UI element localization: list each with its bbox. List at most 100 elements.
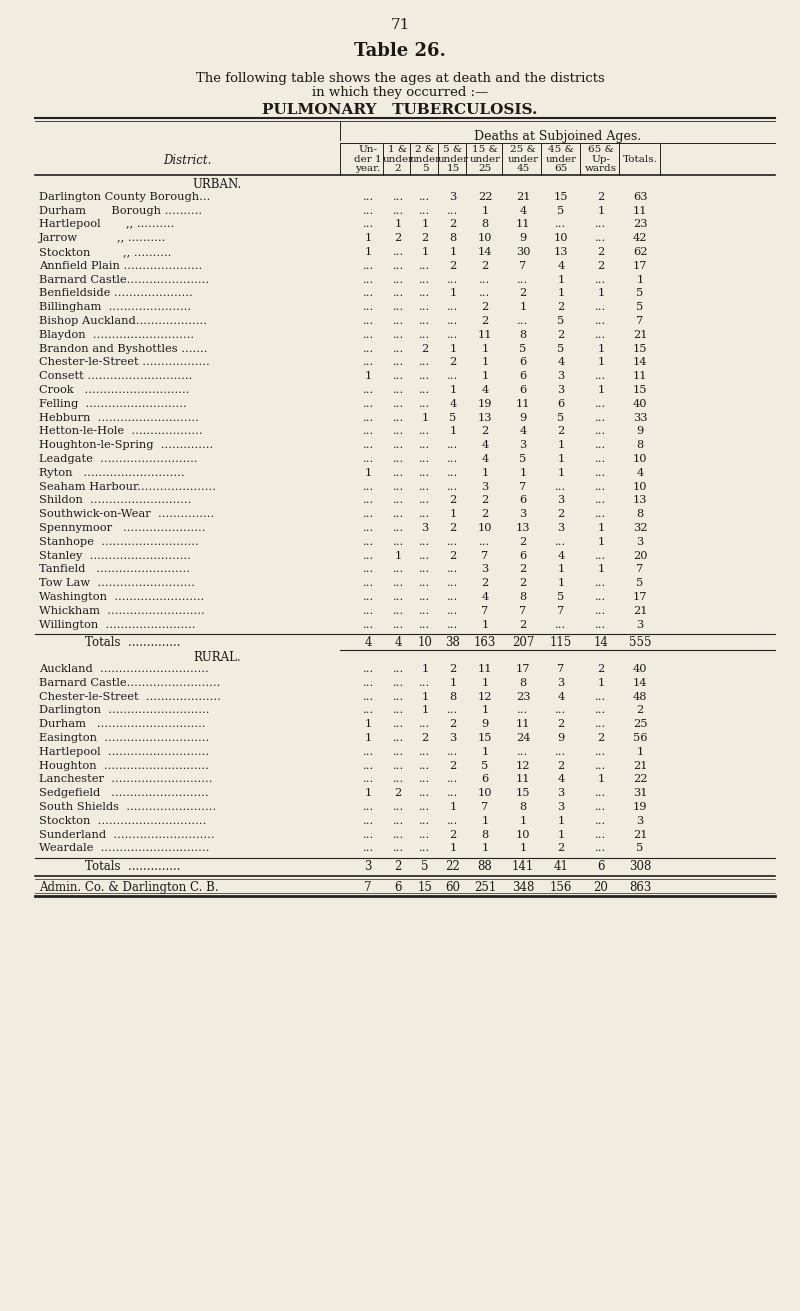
Text: 1: 1 (636, 274, 644, 284)
Text: 1: 1 (598, 536, 605, 547)
Text: 1: 1 (482, 468, 489, 477)
Text: ...: ... (362, 316, 374, 326)
Text: 2: 2 (450, 720, 457, 729)
Text: 5: 5 (558, 593, 565, 602)
Text: 3: 3 (482, 565, 489, 574)
Text: Blaydon  ...........................: Blaydon ........................... (39, 330, 194, 340)
Text: ...: ... (555, 481, 566, 492)
Text: 141: 141 (512, 860, 534, 873)
Text: 12: 12 (478, 692, 492, 701)
Text: 2 &: 2 & (415, 146, 434, 153)
Text: 71: 71 (390, 18, 410, 31)
Text: 7: 7 (482, 802, 489, 812)
Text: 1: 1 (450, 678, 457, 688)
Text: 15: 15 (554, 191, 568, 202)
Text: 308: 308 (629, 860, 651, 873)
Text: 1: 1 (364, 246, 372, 257)
Text: ...: ... (362, 760, 374, 771)
Text: ...: ... (419, 830, 430, 839)
Text: 1: 1 (598, 678, 605, 688)
Text: ...: ... (479, 274, 490, 284)
Text: 5: 5 (519, 454, 526, 464)
Text: Hetton-le-Hole  ...................: Hetton-le-Hole ................... (39, 426, 202, 437)
Text: 15: 15 (446, 164, 460, 173)
Text: 62: 62 (633, 246, 647, 257)
Text: Barnard Castle.........................: Barnard Castle......................... (39, 678, 220, 688)
Text: ...: ... (555, 705, 566, 716)
Text: 19: 19 (633, 802, 647, 812)
Text: 7: 7 (558, 663, 565, 674)
Text: ...: ... (392, 815, 404, 826)
Text: 2: 2 (482, 303, 489, 312)
Text: ...: ... (447, 316, 458, 326)
Text: ...: ... (595, 620, 606, 629)
Text: 14: 14 (594, 636, 609, 649)
Text: ...: ... (362, 509, 374, 519)
Text: ...: ... (595, 692, 606, 701)
Text: ...: ... (392, 358, 404, 367)
Text: 15: 15 (516, 788, 530, 798)
Text: 207: 207 (512, 636, 534, 649)
Text: ...: ... (362, 620, 374, 629)
Text: 5 &: 5 & (443, 146, 462, 153)
Text: under: under (546, 155, 577, 164)
Text: ...: ... (595, 316, 606, 326)
Text: 3: 3 (558, 496, 565, 506)
Text: ...: ... (362, 385, 374, 395)
Text: 1: 1 (394, 219, 402, 229)
Text: 25: 25 (633, 720, 647, 729)
Text: 3: 3 (558, 678, 565, 688)
Text: ...: ... (518, 705, 529, 716)
Text: ...: ... (595, 274, 606, 284)
Text: ...: ... (392, 413, 404, 422)
Text: ...: ... (362, 191, 374, 202)
Text: ...: ... (447, 705, 458, 716)
Text: 20: 20 (594, 881, 609, 894)
Text: 15: 15 (633, 343, 647, 354)
Text: 1: 1 (482, 358, 489, 367)
Text: ...: ... (479, 536, 490, 547)
Text: Lanchester  ...........................: Lanchester ........................... (39, 775, 213, 784)
Text: in which they occurred :—: in which they occurred :— (312, 87, 488, 100)
Text: ...: ... (392, 288, 404, 299)
Text: Annfield Plain .....................: Annfield Plain ..................... (39, 261, 202, 271)
Text: 6: 6 (394, 881, 402, 894)
Text: Brandon and Byshottles .......: Brandon and Byshottles ....... (39, 343, 207, 354)
Text: 7: 7 (636, 565, 644, 574)
Text: Willington  ........................: Willington ........................ (39, 620, 195, 629)
Text: under: under (470, 155, 501, 164)
Text: 2: 2 (598, 733, 605, 743)
Text: 9: 9 (519, 413, 526, 422)
Text: 115: 115 (550, 636, 572, 649)
Text: 21: 21 (633, 606, 647, 616)
Text: 7: 7 (364, 881, 372, 894)
Text: Felling  ...........................: Felling ........................... (39, 399, 186, 409)
Text: ...: ... (362, 413, 374, 422)
Text: 12: 12 (516, 760, 530, 771)
Text: ...: ... (419, 620, 430, 629)
Text: 24: 24 (516, 733, 530, 743)
Text: ...: ... (595, 303, 606, 312)
Text: ...: ... (362, 426, 374, 437)
Text: 1: 1 (364, 788, 372, 798)
Text: 5: 5 (422, 860, 429, 873)
Text: ...: ... (447, 371, 458, 382)
Text: ...: ... (392, 523, 404, 534)
Text: Washington  ........................: Washington ........................ (39, 593, 204, 602)
Text: 1: 1 (364, 733, 372, 743)
Text: 6: 6 (519, 551, 526, 561)
Text: 88: 88 (478, 860, 492, 873)
Text: Chester-le-Street ..................: Chester-le-Street .................. (39, 358, 210, 367)
Text: 21: 21 (516, 191, 530, 202)
Text: 11: 11 (516, 720, 530, 729)
Text: ...: ... (392, 261, 404, 271)
Text: 15: 15 (478, 733, 492, 743)
Text: 42: 42 (633, 233, 647, 244)
Text: 5: 5 (519, 343, 526, 354)
Text: ...: ... (362, 663, 374, 674)
Text: PULMONARY   TUBERCULOSIS.: PULMONARY TUBERCULOSIS. (262, 104, 538, 117)
Text: ...: ... (555, 219, 566, 229)
Text: 2: 2 (519, 565, 526, 574)
Text: ...: ... (362, 274, 374, 284)
Text: ...: ... (595, 454, 606, 464)
